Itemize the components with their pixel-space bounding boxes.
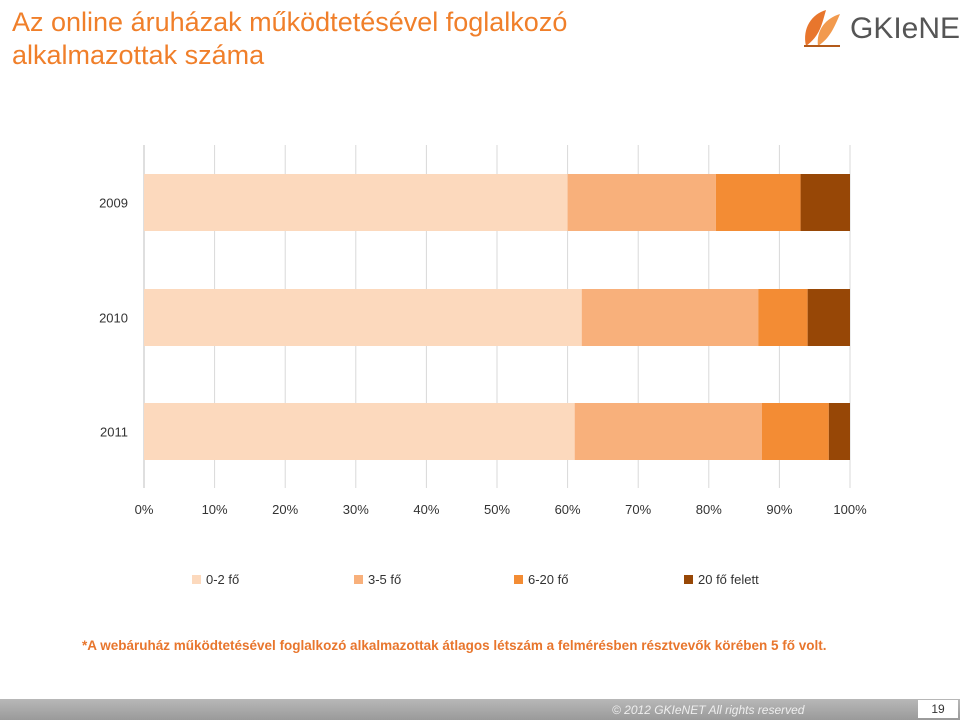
chart-legend: 0-2 fő 3-5 fő 6-20 fő 20 fő felett <box>0 572 960 592</box>
legend-label: 3-5 fő <box>368 572 402 587</box>
page-number: 19 <box>918 700 958 718</box>
bar-segment <box>567 174 716 231</box>
legend-swatch <box>192 575 201 584</box>
legend-label: 6-20 fő <box>528 572 569 587</box>
x-tick-label: 30% <box>343 502 369 517</box>
x-tick-label: 10% <box>202 502 228 517</box>
bar-segment <box>144 289 582 346</box>
stacked-bar-chart: 2009 2010 2011 0% 10% 20% 30% 40% 50% 60% 70% 80% 90… <box>99 145 867 517</box>
x-tick-label: 20% <box>272 502 298 517</box>
bar-segment <box>574 403 762 460</box>
gkienet-logo: GKIeNET <box>800 6 960 50</box>
logo-wordmark: GKIeNET <box>850 12 960 45</box>
slide-title: Az online áruházak működtetésével foglal… <box>12 7 568 70</box>
x-tick-label: 0% <box>135 502 154 517</box>
legend-label: 20 fő felett <box>698 572 759 587</box>
legend-item: 20 fő felett <box>684 572 759 587</box>
bar-segment <box>144 403 575 460</box>
bar-segment <box>761 403 829 460</box>
legend-item: 0-2 fő <box>192 572 239 587</box>
bar-segment <box>715 174 801 231</box>
bar-segment <box>800 174 850 231</box>
footnote: *A webáruház működtetésével foglalkozó a… <box>82 638 827 653</box>
legend-item: 6-20 fő <box>514 572 568 587</box>
bar-segment <box>581 289 759 346</box>
legend-swatch <box>514 575 523 584</box>
bar-segment <box>144 174 568 231</box>
legend-item: 3-5 fő <box>354 572 401 587</box>
bar-segment <box>828 403 850 460</box>
category-label: 2009 <box>99 196 128 211</box>
x-tick-label: 50% <box>484 502 510 517</box>
legend-swatch <box>354 575 363 584</box>
bar-segment <box>807 289 850 346</box>
x-tick-label: 40% <box>413 502 439 517</box>
x-tick-label: 90% <box>766 502 792 517</box>
copyright-text: © 2012 GKIeNET All rights reserved <box>612 703 805 717</box>
category-label: 2010 <box>99 311 128 326</box>
legend-swatch <box>684 575 693 584</box>
x-tick-label: 60% <box>555 502 581 517</box>
footer-bar <box>0 699 960 720</box>
x-tick-label: 70% <box>625 502 651 517</box>
x-tick-label: 100% <box>833 502 867 517</box>
legend-label: 0-2 fő <box>206 572 240 587</box>
leaf-logo-icon <box>804 10 840 47</box>
x-tick-label: 80% <box>696 502 722 517</box>
bar-segment <box>758 289 808 346</box>
category-label: 2011 <box>100 425 128 440</box>
